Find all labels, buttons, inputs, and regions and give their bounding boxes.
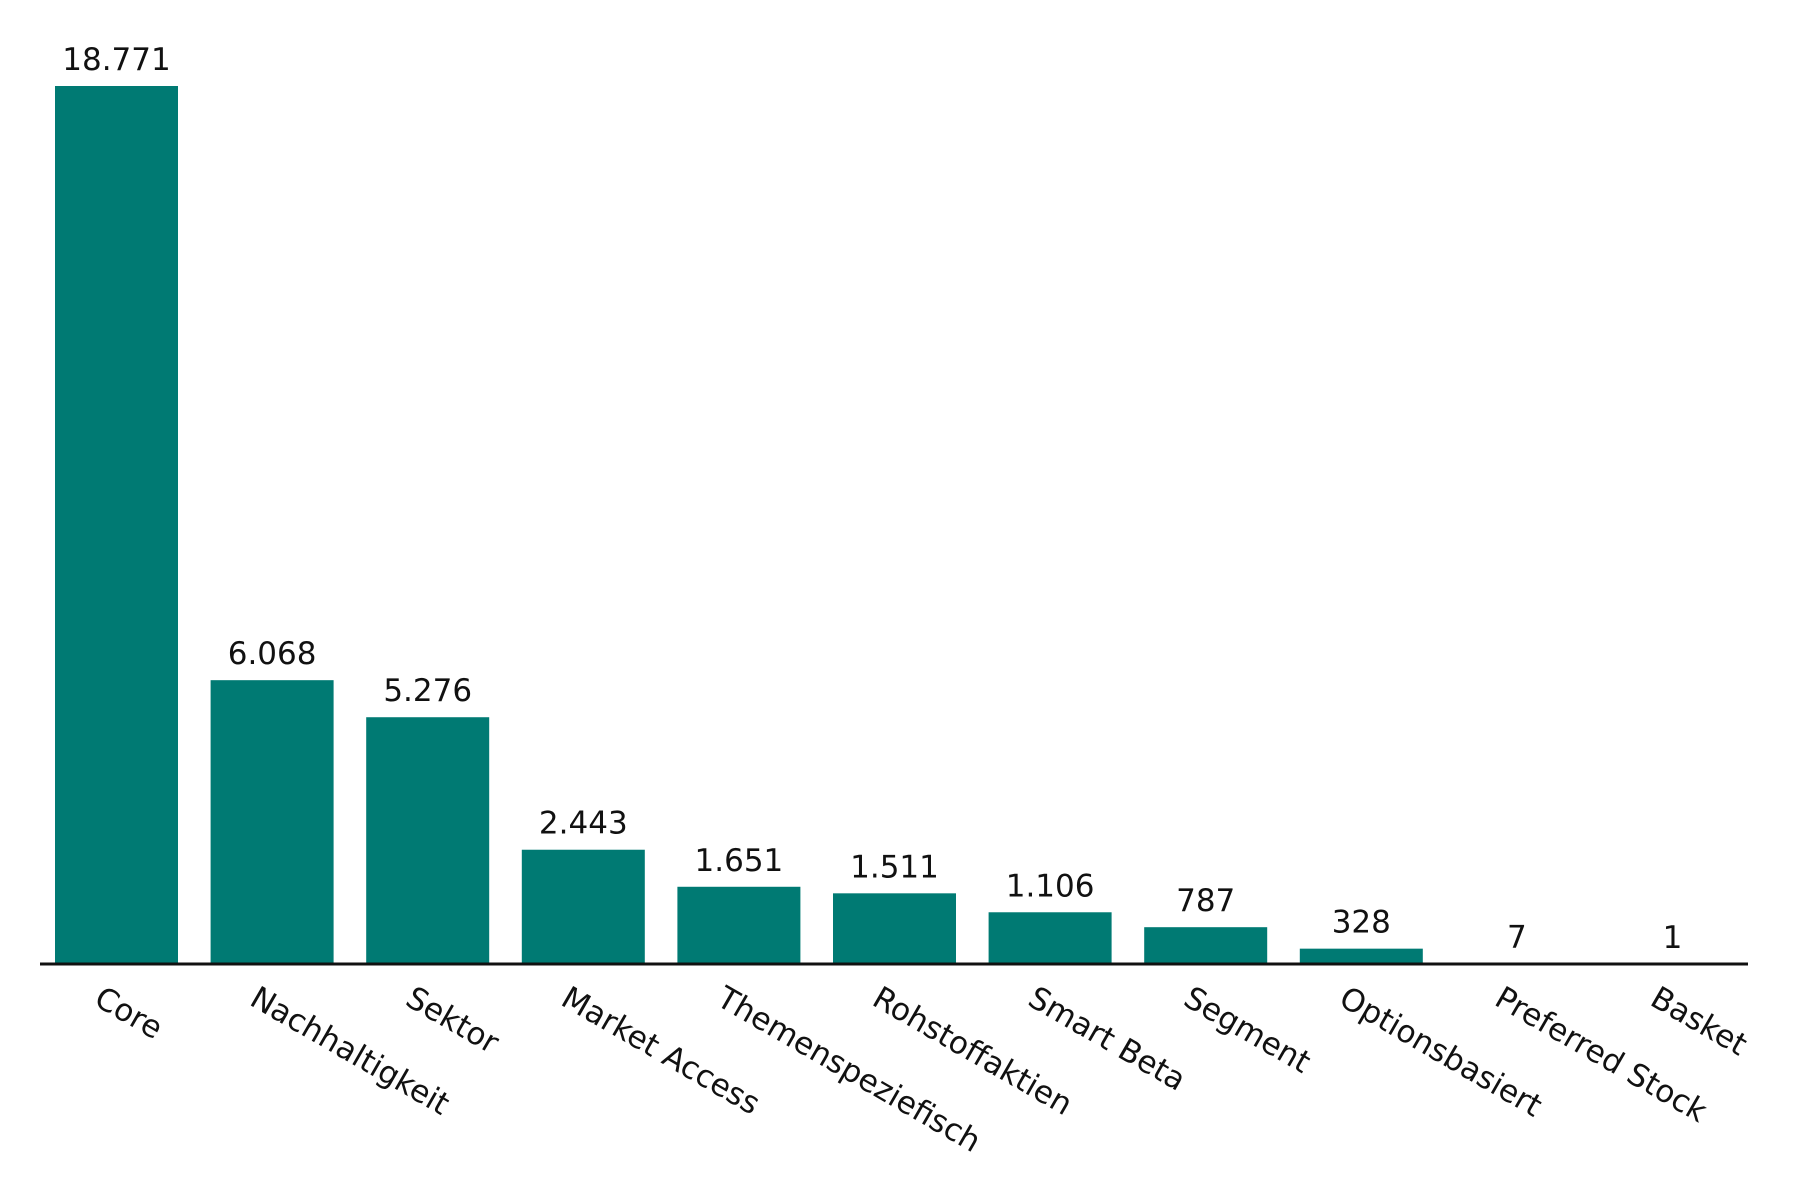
bar [366, 717, 490, 964]
value-label: 5.276 [383, 673, 472, 709]
value-label: 1.651 [695, 843, 784, 879]
value-label: 787 [1176, 883, 1235, 919]
value-label: 7 [1507, 920, 1527, 956]
bar [210, 680, 334, 964]
value-label: 1 [1663, 920, 1683, 956]
bar [988, 912, 1112, 964]
bar [521, 849, 645, 964]
value-label: 6.068 [228, 636, 317, 672]
bar [1299, 948, 1423, 964]
bar [55, 86, 178, 964]
value-label: 18.771 [62, 42, 170, 78]
value-label: 1.106 [1006, 868, 1095, 904]
bar [1144, 927, 1268, 964]
bar [677, 886, 801, 964]
bar [833, 893, 956, 964]
x-tick-label: Themenspeziefisch [710, 979, 987, 1160]
x-tick-label: Sektor [400, 980, 505, 1062]
x-tick-label: Core [89, 980, 169, 1047]
x-tick-label: Basket [1645, 980, 1753, 1063]
value-label: 2.443 [539, 806, 628, 842]
value-label: 1.511 [850, 849, 939, 885]
value-label: 328 [1332, 905, 1391, 941]
x-tick-label: Segment [1178, 980, 1317, 1081]
